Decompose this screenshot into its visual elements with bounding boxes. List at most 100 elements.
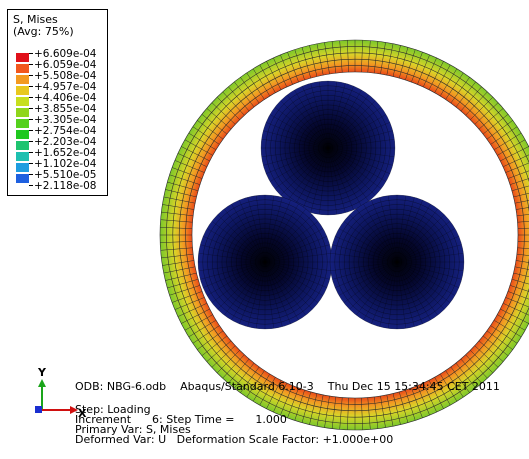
conductor-mesh-line: [327, 147, 346, 213]
legend-tick: [29, 97, 33, 98]
ring-mesh-line: [188, 132, 217, 151]
legend-color-swatch: [16, 97, 29, 107]
conductor-mesh-line: [356, 208, 398, 263]
ring-mesh-line: [515, 260, 529, 263]
conductor-mesh-line: [327, 81, 337, 149]
ring-mesh-line: [500, 146, 529, 162]
legend-value: +2.203e-04: [34, 136, 97, 148]
conductor-mesh-line: [327, 147, 354, 210]
conductor-mesh-line: [264, 261, 330, 280]
conductor-mesh-line: [371, 200, 398, 263]
ring-mesh-line: [201, 335, 228, 356]
legend-value: +4.406e-04: [34, 92, 97, 104]
conductor-mesh-line: [302, 86, 329, 149]
ring-mesh-line: [309, 393, 318, 425]
conductor-mesh-line: [247, 261, 266, 327]
ring-mesh-line: [517, 221, 529, 223]
ring-mesh-line: [177, 153, 208, 167]
coordinate-triad: Y X: [35, 366, 87, 420]
ring-mesh-line: [266, 380, 282, 409]
conductor-mesh-line: [239, 261, 266, 324]
ring-mesh-line: [478, 108, 504, 130]
conductor-mesh-line: [396, 197, 415, 263]
conductor-mesh-line: [211, 261, 266, 303]
ring-mesh-line: [497, 139, 526, 156]
legend-tick: [29, 75, 33, 76]
conductor-mesh-line: [264, 261, 291, 324]
ring-mesh-line: [399, 391, 409, 423]
ring-mesh-line: [450, 366, 470, 393]
conductor-mesh-line: [371, 261, 398, 324]
conductor-mesh-line: [264, 261, 327, 288]
ring-mesh-line: [490, 126, 518, 145]
ring-mesh-line: [177, 303, 208, 317]
conductor-mesh-line: [264, 261, 324, 296]
conductor-mesh-line: [396, 261, 423, 324]
conductor-mesh-line: [396, 236, 459, 263]
ring-mesh-line: [309, 45, 318, 77]
ring-mesh-line: [234, 362, 255, 389]
conductor-mesh-line: [264, 228, 324, 263]
conductor-mesh-line: [396, 261, 462, 280]
conductor-mesh-line: [396, 244, 462, 263]
conductor-mesh-line: [388, 261, 398, 329]
conductor-mesh-line: [396, 261, 415, 327]
primary-var-line: Primary Var: S, Mises: [75, 423, 191, 436]
ring-mesh-line: [405, 49, 416, 81]
ring-mesh-line: [331, 396, 337, 429]
ring-mesh-line: [386, 43, 394, 76]
conductor-mesh-line: [264, 236, 327, 263]
ring-mesh-line: [160, 247, 193, 251]
ring-mesh-line: [162, 204, 195, 210]
triad-y-label: Y: [37, 366, 47, 379]
conductor-mesh-line: [396, 195, 406, 263]
ring-mesh-line: [478, 340, 504, 362]
conductor-mesh-line: [327, 83, 346, 149]
conductor-mesh-line: [396, 221, 451, 263]
ring-mesh-line: [513, 192, 529, 198]
conductor-mesh-line: [206, 261, 266, 296]
legend-value: +6.059e-04: [34, 59, 97, 71]
ring-mesh-line: [181, 308, 210, 324]
conductor-mesh-line: [239, 200, 266, 263]
ring-mesh-line: [474, 102, 499, 125]
ring-mesh-line: [161, 253, 194, 259]
conductor-mesh-line: [264, 195, 274, 263]
ring-mesh-line: [509, 178, 529, 185]
conductor-mesh-line: [224, 261, 266, 316]
ring-mesh-line: [316, 43, 324, 76]
conductor-mesh-line: [379, 261, 398, 327]
outer-sheath-ring: [159, 39, 529, 431]
conductor-mesh-line: [264, 261, 274, 329]
legend-tick: [29, 163, 33, 164]
ring-mesh-line: [392, 45, 401, 77]
conductor-mesh-line: [343, 221, 398, 263]
odb-info-line: ODB: NBG-6.odb Abaqus/Standard 6.10-3 Th…: [75, 380, 500, 393]
ring-mesh-line: [367, 397, 371, 430]
ring-mesh-line: [169, 285, 201, 296]
conductor-mesh-line: [327, 86, 354, 149]
ring-mesh-line: [294, 49, 305, 81]
ring-mesh-line: [514, 266, 529, 270]
ring-mesh-line: [502, 303, 529, 316]
ring-mesh-line: [474, 345, 499, 368]
ring-mesh-line: [507, 291, 529, 300]
conductor-mesh-line: [396, 208, 438, 263]
legend-tick: [29, 174, 33, 175]
conductor-mesh-line: [338, 228, 398, 263]
ring-mesh-line: [259, 377, 276, 406]
ring-mesh-line: [347, 40, 349, 73]
conductor-mesh-line: [198, 253, 266, 263]
conductor-mesh-line: [302, 147, 329, 210]
legend-color-swatch: [16, 108, 29, 118]
conductor-mesh-line: [327, 130, 393, 149]
conductor-mesh-line: [327, 147, 387, 182]
contour-legend: S, Mises (Avg: 75%) +6.609e-04 +6.059e-04…: [7, 9, 108, 196]
ring-mesh-line: [439, 68, 458, 97]
ring-mesh-line: [450, 77, 470, 104]
ring-mesh-line: [273, 382, 287, 413]
ring-mesh-line: [455, 362, 476, 389]
triad-x-label: X: [78, 407, 87, 420]
conductor-mesh-line: [264, 261, 306, 316]
